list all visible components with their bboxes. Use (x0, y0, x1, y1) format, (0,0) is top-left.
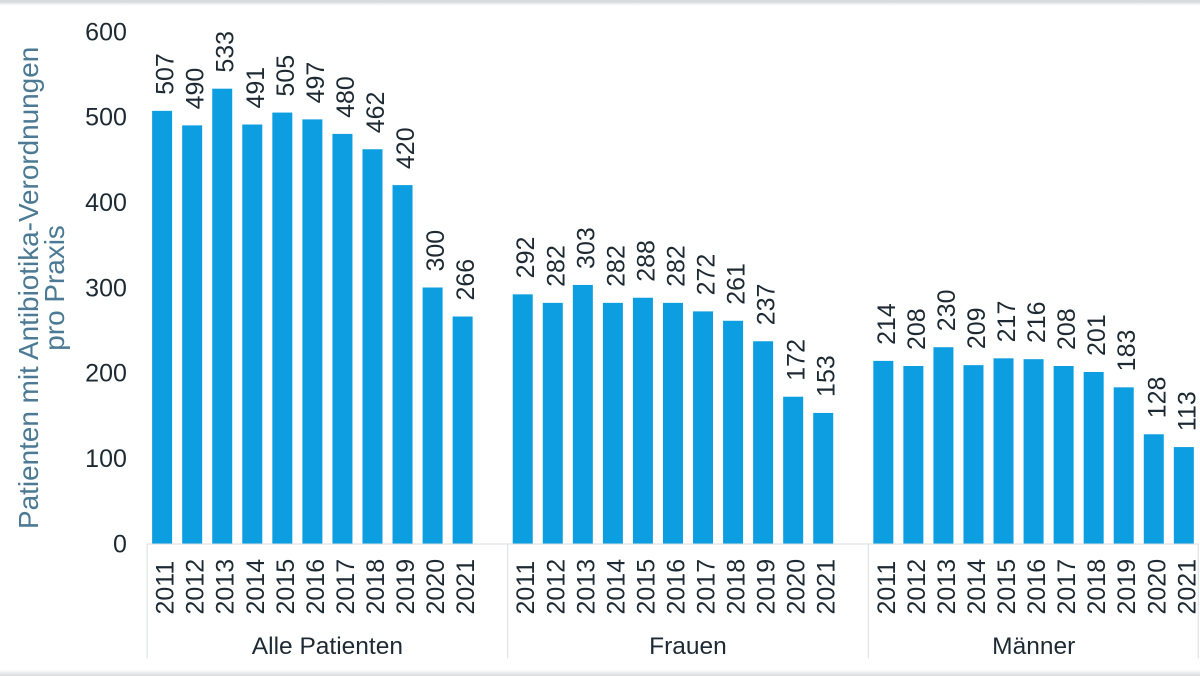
svg-text:2015: 2015 (632, 559, 660, 615)
svg-text:2019: 2019 (392, 559, 420, 615)
svg-text:261: 261 (723, 263, 751, 305)
svg-text:200: 200 (85, 360, 127, 388)
svg-text:2012: 2012 (903, 559, 931, 615)
svg-text:214: 214 (873, 303, 901, 345)
svg-text:272: 272 (693, 254, 721, 296)
svg-text:2016: 2016 (1023, 559, 1051, 615)
svg-text:2021: 2021 (813, 559, 841, 615)
svg-text:128: 128 (1143, 377, 1171, 419)
svg-text:2020: 2020 (1143, 559, 1171, 615)
svg-text:2017: 2017 (693, 559, 721, 615)
svg-text:266: 266 (452, 259, 480, 301)
svg-text:2011: 2011 (152, 561, 180, 615)
svg-text:2016: 2016 (302, 559, 330, 615)
svg-text:505: 505 (272, 55, 300, 97)
svg-text:2017: 2017 (332, 559, 360, 615)
svg-text:533: 533 (212, 31, 240, 73)
svg-text:201: 201 (1083, 314, 1111, 356)
svg-text:507: 507 (152, 53, 180, 95)
svg-text:2015: 2015 (272, 559, 300, 615)
svg-text:462: 462 (362, 92, 390, 134)
svg-text:491: 491 (242, 67, 270, 109)
svg-text:600: 600 (85, 18, 127, 46)
svg-text:2012: 2012 (182, 559, 210, 615)
svg-text:Alle Patienten: Alle Patienten (252, 633, 403, 660)
svg-text:2013: 2013 (572, 559, 600, 615)
svg-text:490: 490 (182, 68, 210, 110)
svg-text:497: 497 (302, 62, 330, 104)
svg-text:2021: 2021 (452, 559, 480, 615)
svg-text:400: 400 (85, 189, 127, 217)
svg-text:Frauen: Frauen (649, 633, 727, 660)
svg-text:2015: 2015 (993, 559, 1021, 615)
svg-text:Patienten mit Antibiotika-Vero: Patienten mit Antibiotika-Verordnungen (13, 47, 44, 529)
svg-text:2013: 2013 (933, 559, 961, 615)
svg-text:pro Praxis: pro Praxis (39, 225, 70, 351)
svg-text:2019: 2019 (1113, 559, 1141, 615)
svg-text:2011: 2011 (512, 561, 540, 615)
svg-text:300: 300 (85, 274, 127, 302)
svg-text:2013: 2013 (212, 559, 240, 615)
svg-text:2016: 2016 (662, 559, 690, 615)
svg-text:2018: 2018 (723, 559, 751, 615)
svg-text:0: 0 (113, 530, 127, 558)
svg-text:217: 217 (993, 301, 1021, 343)
svg-text:183: 183 (1113, 330, 1141, 372)
svg-text:2018: 2018 (1083, 559, 1111, 615)
svg-text:113: 113 (1173, 391, 1200, 431)
svg-text:300: 300 (422, 230, 450, 272)
svg-text:2014: 2014 (602, 559, 630, 615)
svg-text:2017: 2017 (1053, 559, 1081, 615)
svg-text:303: 303 (572, 227, 600, 269)
svg-text:2014: 2014 (963, 559, 991, 615)
svg-text:2019: 2019 (753, 559, 781, 615)
svg-text:208: 208 (1053, 308, 1081, 350)
svg-text:2014: 2014 (242, 559, 270, 615)
svg-text:288: 288 (632, 240, 660, 282)
svg-text:480: 480 (332, 76, 360, 118)
svg-text:237: 237 (753, 284, 781, 326)
svg-text:282: 282 (602, 245, 630, 287)
svg-text:2021: 2021 (1173, 559, 1200, 615)
svg-text:208: 208 (903, 308, 931, 350)
svg-text:292: 292 (512, 237, 540, 279)
svg-text:2018: 2018 (362, 559, 390, 615)
svg-text:2011: 2011 (873, 561, 901, 615)
svg-text:2012: 2012 (542, 559, 570, 615)
svg-text:100: 100 (85, 445, 127, 473)
svg-text:500: 500 (85, 104, 127, 132)
svg-text:153: 153 (813, 355, 841, 397)
svg-text:282: 282 (542, 245, 570, 287)
svg-text:216: 216 (1023, 301, 1051, 343)
svg-text:420: 420 (392, 127, 420, 169)
svg-text:2020: 2020 (422, 559, 450, 615)
svg-text:Männer: Männer (992, 633, 1075, 660)
svg-text:2020: 2020 (783, 559, 811, 615)
svg-text:209: 209 (963, 307, 991, 349)
svg-text:172: 172 (783, 339, 811, 381)
svg-text:230: 230 (933, 290, 961, 332)
svg-text:282: 282 (662, 245, 690, 287)
